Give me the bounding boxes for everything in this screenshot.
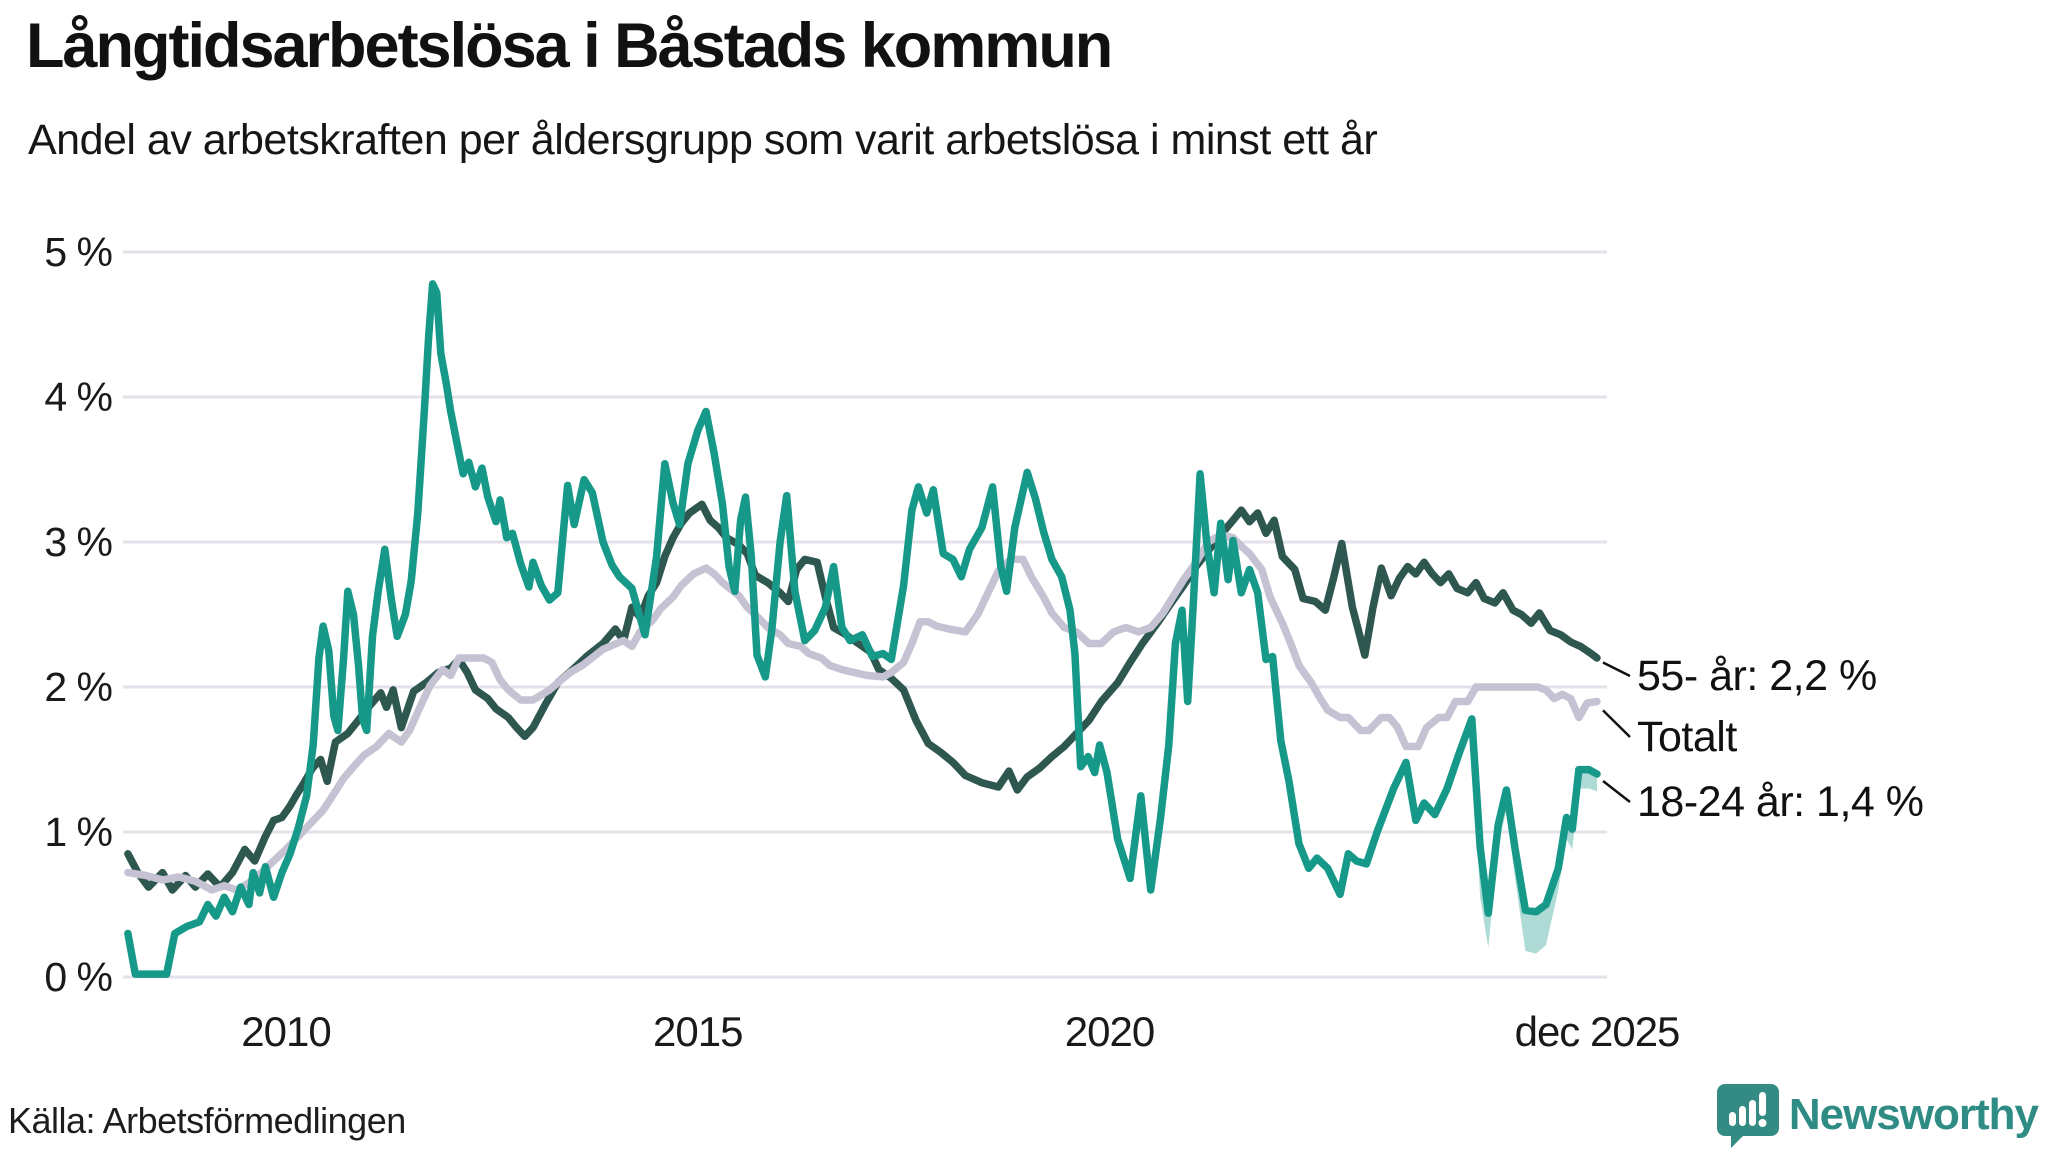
x-tick-label: 2020 [1065, 1008, 1154, 1055]
x-tick-label: dec 2025 [1515, 1008, 1680, 1055]
y-tick-label: 4 % [44, 374, 112, 420]
chart-subtitle: Andel av arbetskraften per åldersgrupp s… [28, 116, 1378, 164]
newsworthy-logo-text: Newsworthy [1788, 1090, 2039, 1139]
x-tick-label: 2015 [653, 1008, 742, 1055]
uncertainty-band [1475, 769, 1598, 954]
newsworthy-branding: Newsworthy [1716, 1082, 2039, 1148]
y-tick-label: 3 % [44, 519, 112, 565]
series-end-label-s1824: 18-24 år: 1,4 % [1637, 778, 1924, 826]
series-end-label-s55: 55- år: 2,2 % [1637, 652, 1877, 700]
x-tick-label: 2010 [241, 1008, 330, 1055]
series-line-s1824 [124, 280, 1601, 978]
y-tick-label: 1 % [44, 809, 112, 855]
leader-line-s55 [1602, 661, 1631, 678]
y-tick-label: 0 % [44, 954, 112, 1000]
source-note: Källa: Arbetsförmedlingen [8, 1100, 406, 1141]
page-title: Långtidsarbetslösa i Båstads kommun [26, 11, 1113, 81]
series-line-totalt [124, 531, 1601, 894]
y-tick-label: 5 % [44, 229, 112, 275]
leader-line-s1824 [1602, 780, 1631, 803]
series-end-label-totalt: Totalt [1637, 713, 1737, 761]
newsworthy-logo-icon [1716, 1084, 1779, 1148]
y-tick-label: 2 % [44, 664, 112, 710]
leader-line-totalt [1602, 709, 1631, 738]
